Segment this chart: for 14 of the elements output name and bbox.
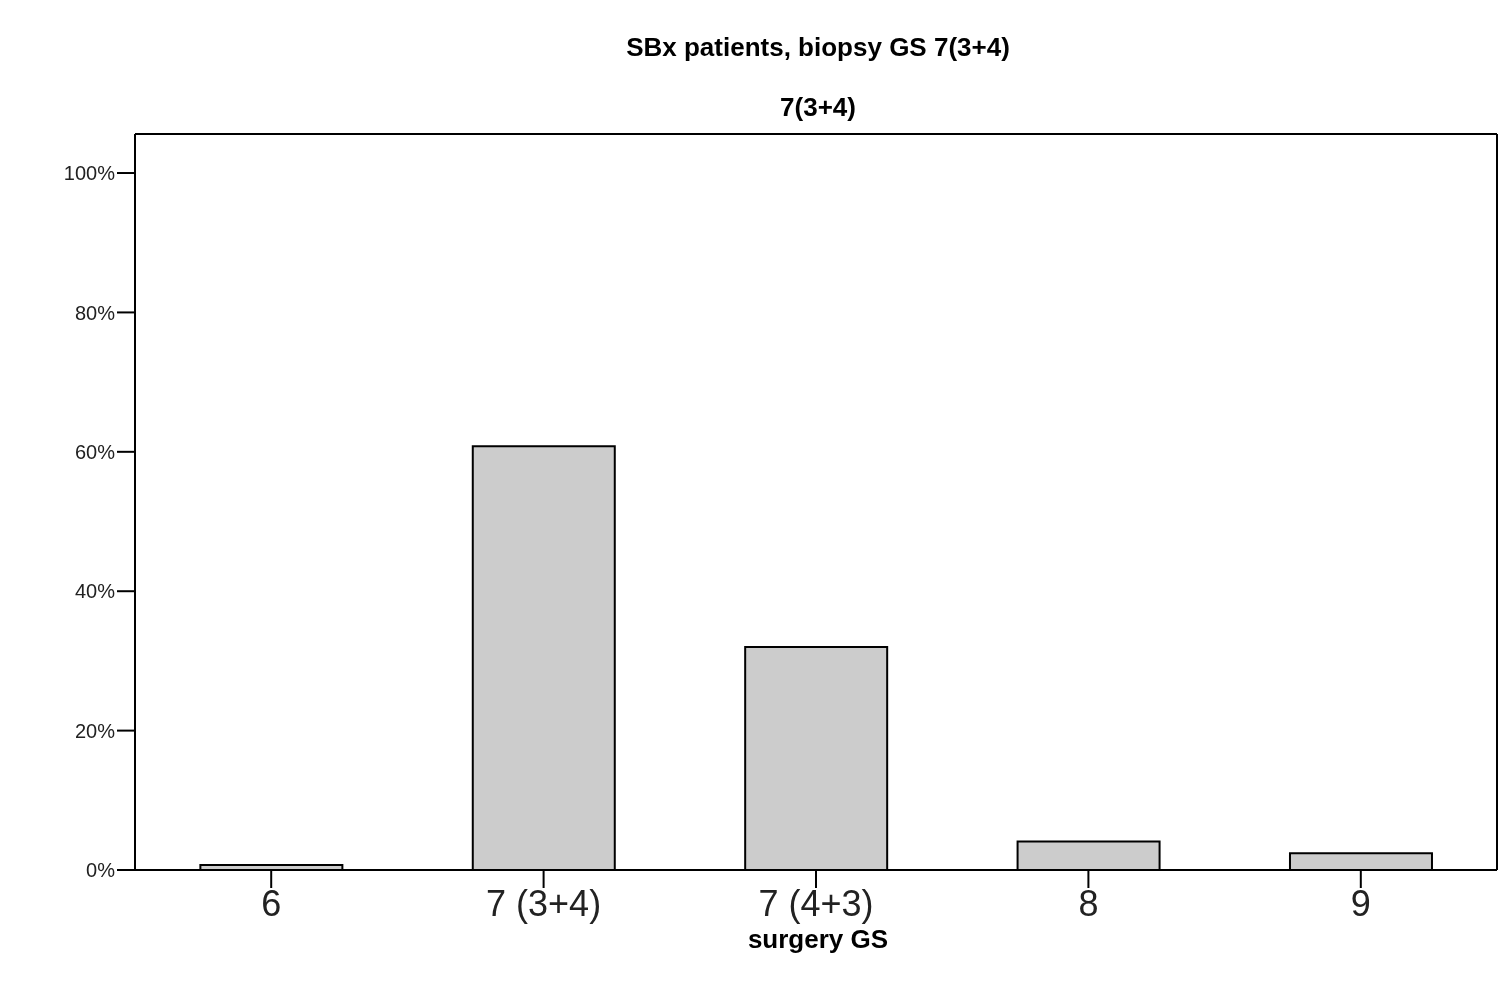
x-tick-label: 8	[1078, 882, 1099, 924]
x-axis-title: surgery GS	[747, 924, 889, 954]
x-tick-label: 7 (4+3)	[758, 882, 874, 924]
x-tick-label: 9	[1350, 882, 1371, 924]
chart-title: SBx patients, biopsy GS 7(3+4)	[626, 32, 1010, 62]
y-tick-label: 40%	[74, 580, 116, 603]
y-tick-label: 20%	[74, 719, 116, 742]
chart-subtitle: 7(3+4)	[780, 92, 856, 122]
y-tick-label: 80%	[74, 301, 116, 324]
y-tick-label: 100%	[63, 162, 116, 185]
x-tick-label: 6	[261, 882, 282, 924]
x-tick-label: 7 (3+4)	[486, 882, 602, 924]
y-tick-label: 0%	[86, 859, 116, 882]
y-tick-label: 60%	[74, 440, 116, 463]
